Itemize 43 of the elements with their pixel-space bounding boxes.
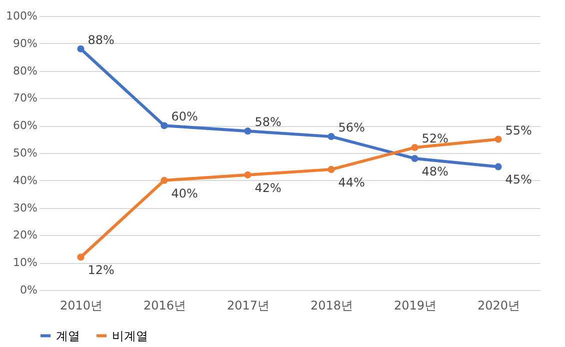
point xyxy=(160,122,168,130)
point xyxy=(328,166,335,173)
point xyxy=(411,144,418,152)
legend-label: 비계열 xyxy=(112,328,148,343)
data-label: 52% xyxy=(422,132,448,146)
x-tick-label: 2018년 xyxy=(310,298,354,312)
legend-label: 계열 xyxy=(56,328,80,343)
point xyxy=(77,254,84,261)
point xyxy=(494,136,502,143)
data-label: 58% xyxy=(254,115,282,130)
data-label: 42% xyxy=(254,180,282,195)
point xyxy=(77,45,84,52)
y-tick-label: 30% xyxy=(13,201,38,214)
data-label: 40% xyxy=(171,186,198,200)
y-tick-label: 40% xyxy=(13,174,38,187)
y-tick-label: 60% xyxy=(13,119,38,132)
y-tick-label: 90% xyxy=(13,36,38,50)
point xyxy=(160,176,168,184)
data-label: 56% xyxy=(338,120,365,135)
data-label: 44% xyxy=(338,175,365,190)
data-label: 45% xyxy=(505,172,532,187)
data-label: 12% xyxy=(88,263,114,278)
y-tick-label: 10% xyxy=(13,256,38,270)
point xyxy=(244,128,252,135)
data-label: 88% xyxy=(88,32,114,47)
x-tick-label: 2017년 xyxy=(226,298,270,312)
data-label: 55% xyxy=(505,123,532,138)
point xyxy=(244,171,252,178)
x-tick-label: 2010년 xyxy=(60,298,103,312)
x-tick-label: 2016년 xyxy=(143,298,186,312)
y-tick-label: 50% xyxy=(13,146,38,160)
x-tick-label: 2019년 xyxy=(394,298,437,312)
data-label: 48% xyxy=(422,164,448,178)
x-tick-label: 2020년 xyxy=(477,298,520,312)
y-tick-label: 0% xyxy=(20,284,38,296)
data-label: 60% xyxy=(171,110,198,124)
y-tick-label: 70% xyxy=(13,92,38,105)
point xyxy=(328,133,335,140)
y-tick-label: 100% xyxy=(6,10,38,22)
point xyxy=(411,154,418,162)
y-tick-label: 20% xyxy=(13,228,38,242)
y-tick-label: 80% xyxy=(13,64,38,78)
point xyxy=(494,163,502,170)
